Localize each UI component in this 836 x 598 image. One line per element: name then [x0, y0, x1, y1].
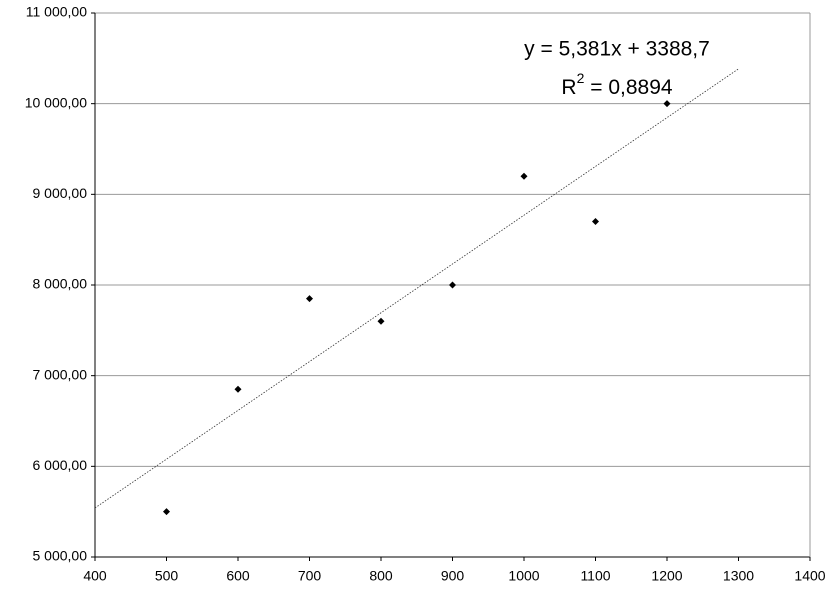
- x-tick-label: 1300: [723, 568, 754, 584]
- y-tick-label: 6 000,00: [33, 457, 88, 473]
- point: [234, 385, 242, 393]
- x-tick-label: 400: [83, 568, 107, 584]
- point: [663, 100, 671, 108]
- y-tick-label: 7 000,00: [33, 366, 88, 382]
- r-squared-value: = 0,8894: [584, 76, 672, 99]
- point: [377, 317, 385, 325]
- point: [520, 172, 528, 180]
- trendline: [94, 68, 739, 509]
- x-tick-label: 1100: [580, 568, 610, 584]
- x-tick-label: 900: [441, 568, 465, 584]
- point: [592, 218, 599, 226]
- x-tick-label: 1400: [794, 568, 825, 584]
- y-tick-label: 8 000,00: [33, 276, 88, 292]
- y-tick-label: 11 000,00: [26, 4, 87, 20]
- point: [449, 281, 456, 289]
- x-tick-label: 700: [298, 568, 322, 584]
- r-squared-sup: 2: [577, 70, 585, 86]
- r-squared-prefix: R: [561, 76, 576, 99]
- x-tick-label: 1000: [508, 568, 539, 584]
- point: [306, 295, 313, 303]
- x-tick-label: 500: [155, 568, 179, 584]
- r-squared: R2 = 0,8894: [561, 70, 672, 99]
- point: [163, 508, 170, 516]
- trend-equation: y = 5,381x + 3388,7: [524, 38, 710, 61]
- y-tick-label: 5 000,00: [33, 548, 88, 564]
- y-tick-label: 9 000,00: [33, 185, 88, 201]
- x-tick-label: 1200: [651, 568, 682, 584]
- y-tick-label: 10 000,00: [25, 94, 87, 110]
- x-tick-label: 600: [226, 568, 250, 584]
- x-tick-label: 800: [369, 568, 393, 584]
